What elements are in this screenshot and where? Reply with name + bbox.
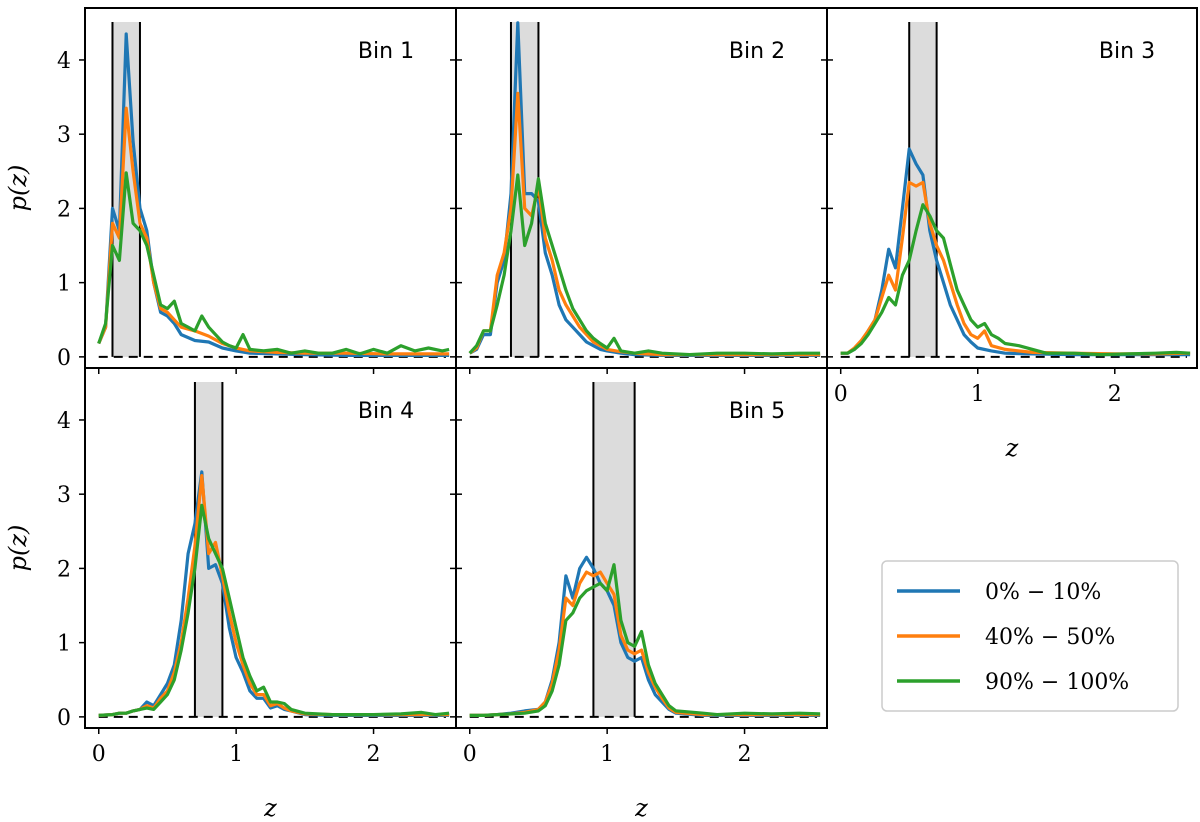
y-tick-label: 3 — [57, 483, 71, 508]
series-line — [468, 173, 821, 357]
series-line — [97, 32, 450, 357]
y-tick-label: 4 — [57, 409, 71, 434]
series-line — [98, 470, 450, 717]
x-tick-label: 0 — [834, 382, 848, 407]
series-line — [840, 147, 1191, 357]
legend-label: 90% − 100% — [985, 670, 1129, 695]
panel-bin-2: Bin 2 — [450, 7, 828, 374]
bin-title: Bin 4 — [358, 399, 414, 424]
bin-title: Bin 2 — [729, 39, 785, 64]
x-tick-label: 1 — [600, 742, 614, 767]
legend-box — [881, 560, 1179, 712]
series-line — [840, 180, 1191, 356]
series-line — [97, 171, 450, 356]
panel-bin-1: 0 1 2 3 4 Bin 1 p(z) — [4, 7, 457, 374]
legend: 0% − 10% 40% − 50% 90% − 100% — [881, 560, 1179, 712]
bin-title: Bin 1 — [358, 39, 414, 64]
y-tick-label: 2 — [57, 557, 71, 582]
y-axis-label: p(z) — [4, 165, 32, 212]
y-tick-label: 1 — [57, 632, 71, 657]
x-tick-label: 0 — [463, 742, 477, 767]
y-tick-label: 1 — [57, 272, 71, 297]
panel-frame — [455, 367, 828, 729]
x-tick-label: 2 — [1108, 382, 1122, 407]
series-line — [469, 555, 821, 717]
y-tick-label: 0 — [57, 706, 71, 731]
legend-label: 40% − 50% — [985, 625, 1115, 650]
x-tick-label: 2 — [367, 742, 381, 767]
x-tick-label: 2 — [738, 742, 752, 767]
panel-bin-3: 0 1 2 Bin 3 z — [821, 7, 1198, 462]
x-tick-label: 1 — [229, 742, 243, 767]
series-line — [840, 203, 1191, 357]
y-axis-label: p(z) — [4, 525, 32, 572]
y-tick-label: 0 — [57, 346, 71, 371]
x-axis-label-bin-4: z — [263, 794, 277, 822]
y-tick-label: 2 — [57, 197, 71, 222]
y-tick-label: 4 — [57, 49, 71, 74]
series-line — [98, 474, 450, 717]
bin-title: Bin 5 — [729, 399, 785, 424]
series-line — [98, 503, 450, 717]
legend-label: 0% − 10% — [985, 580, 1101, 605]
series-line — [468, 91, 821, 357]
panel-bin-5: 0 1 2 Bin 5 z — [450, 367, 828, 822]
panel-frame — [826, 7, 1198, 369]
shaded-bin-range — [593, 382, 635, 717]
series-line — [97, 106, 450, 356]
y-tick-label: 3 — [57, 123, 71, 148]
panel-bin-4: 0 1 2 3 4 0 1 2 Bin 4 p(z) — [4, 367, 457, 767]
x-tick-label: 1 — [971, 382, 985, 407]
bin-title: Bin 3 — [1099, 39, 1155, 64]
x-axis-label: z — [634, 794, 648, 822]
series-line — [469, 563, 821, 717]
x-tick-label: 0 — [92, 742, 106, 767]
x-axis-label: z — [1005, 434, 1019, 462]
